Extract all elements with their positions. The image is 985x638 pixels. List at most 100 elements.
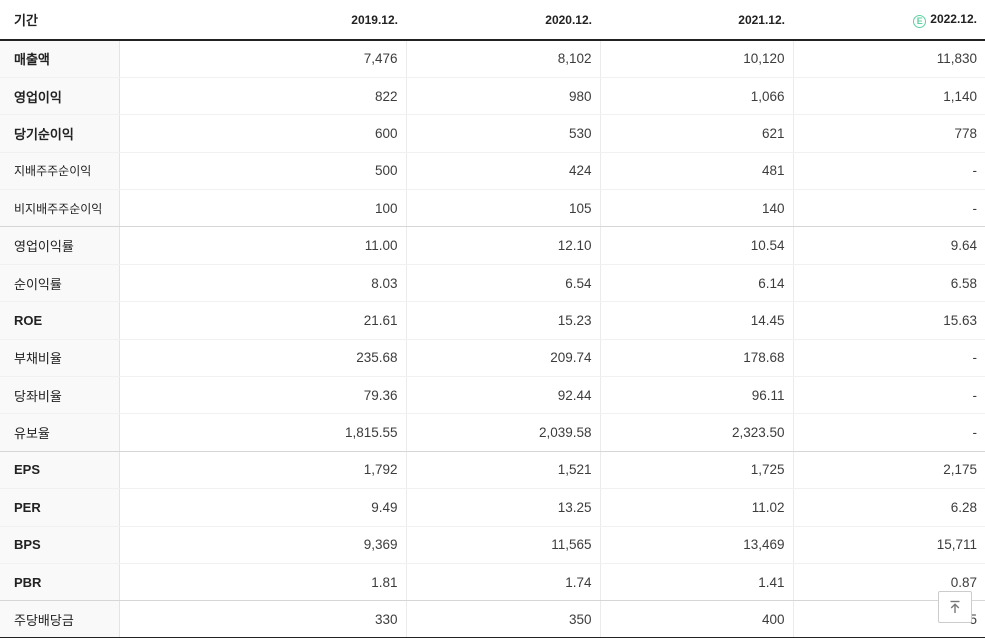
- cell-value: 330: [119, 600, 407, 638]
- row-label: ROE: [0, 301, 120, 340]
- cell-value: 15.23: [406, 301, 601, 340]
- row-label: 영업이익: [0, 77, 120, 116]
- cell-value: 2,039.58: [406, 413, 601, 452]
- table-row: 당좌비율 79.36 92.44 96.11-: [0, 376, 985, 415]
- cell-value: 1.74: [406, 563, 601, 602]
- col-header-2021-12: 2021.12.: [600, 0, 793, 41]
- cell-value: -: [793, 189, 985, 228]
- row-label: EPS: [0, 451, 120, 490]
- cell-value: 11,830: [793, 40, 985, 78]
- cell-value: 140: [600, 189, 794, 228]
- cell-value: 9.49: [119, 488, 407, 527]
- col-header-2019-12: 2019.12.: [119, 0, 406, 41]
- cell-value: 92.44: [406, 376, 601, 415]
- row-label: PBR: [0, 563, 120, 602]
- cell-value: 13.25: [406, 488, 601, 527]
- cell-value: 424: [406, 152, 601, 191]
- cell-value: 10.54: [600, 226, 794, 265]
- row-label: 당기순이익: [0, 114, 120, 153]
- cell-value: 1,521: [406, 451, 601, 490]
- cell-value: 600: [119, 114, 407, 153]
- cell-value: 13,469: [600, 526, 794, 564]
- table-row: 당기순이익 600 530 621 778: [0, 114, 985, 153]
- cell-value: 350: [406, 600, 601, 638]
- cell-value: -: [793, 376, 985, 415]
- cell-value: 621: [600, 114, 794, 153]
- table-row: 순이익률 8.03 6.54 6.14 6.58: [0, 264, 985, 303]
- cell-value: 15,711: [793, 526, 985, 564]
- table-row: 매출액 7,476 8,102 10,120 11,830: [0, 40, 985, 78]
- cell-value: 1,815.55: [119, 413, 407, 452]
- cell-value: 8,102: [406, 40, 601, 78]
- col-header-2022-12-label: 2022.12.: [930, 11, 977, 26]
- col-header-period: 기간: [0, 0, 119, 41]
- cell-value: 8.03: [119, 264, 407, 303]
- table-row: PER 9.49 13.25 11.02 6.28: [0, 488, 985, 527]
- table-row: 지배주주순이익 500 424 481-: [0, 152, 985, 191]
- cell-value: 12.10: [406, 226, 601, 265]
- cell-value: 9.64: [793, 226, 985, 265]
- table-row: BPS 9,369 11,565 13,469 15,711: [0, 526, 985, 564]
- cell-value: 400: [600, 600, 794, 638]
- table-row: 주당배당금 330 350 400 5: [0, 600, 985, 638]
- table-row: 유보율 1,815.55 2,039.58 2,323.50-: [0, 413, 985, 452]
- cell-value: -: [793, 152, 985, 191]
- cell-value: -: [793, 339, 985, 378]
- row-label: BPS: [0, 526, 120, 564]
- cell-value: 2,323.50: [600, 413, 794, 452]
- cell-value: 481: [600, 152, 794, 191]
- row-label: PER: [0, 488, 120, 527]
- arrow-up-to-top-icon: [947, 599, 963, 615]
- scroll-to-top-button[interactable]: [938, 591, 972, 623]
- cell-value: 11.02: [600, 488, 794, 527]
- cell-value: 778: [793, 114, 985, 153]
- cell-value: 11.00: [119, 226, 407, 265]
- table-row: PBR 1.81 1.74 1.41 0.87: [0, 563, 985, 602]
- row-label: 영업이익률: [0, 226, 120, 265]
- row-label: 당좌비율: [0, 376, 120, 415]
- cell-value: 21.61: [119, 301, 407, 340]
- cell-value: 6.28: [793, 488, 985, 527]
- cell-value: 980: [406, 77, 601, 116]
- table-row: EPS 1,792 1,521 1,725 2,175: [0, 451, 985, 490]
- cell-value: -: [793, 413, 985, 452]
- cell-value: 15.63: [793, 301, 985, 340]
- table-row: 부채비율 235.68 209.74 178.68-: [0, 339, 985, 378]
- row-label: 유보율: [0, 413, 120, 452]
- cell-value: 9,369: [119, 526, 407, 564]
- table-row: 영업이익률 11.00 12.10 10.54 9.64: [0, 226, 985, 265]
- cell-value: 14.45: [600, 301, 794, 340]
- cell-value: 1,725: [600, 451, 794, 490]
- cell-value: 209.74: [406, 339, 601, 378]
- estimate-icon: E: [913, 14, 927, 28]
- cell-value: 10,120: [600, 40, 794, 78]
- row-label: 매출액: [0, 40, 120, 78]
- col-header-2020-12: 2020.12.: [406, 0, 600, 41]
- row-label: 주당배당금: [0, 600, 120, 638]
- cell-value: 105: [406, 189, 601, 228]
- cell-value: 235.68: [119, 339, 407, 378]
- cell-value: 7,476: [119, 40, 407, 78]
- row-label: 부채비율: [0, 339, 120, 378]
- row-label: 순이익률: [0, 264, 120, 303]
- cell-value: 1,792: [119, 451, 407, 490]
- cell-value: 6.58: [793, 264, 985, 303]
- cell-value: 1.41: [600, 563, 794, 602]
- cell-value: 96.11: [600, 376, 794, 415]
- cell-value: 6.54: [406, 264, 601, 303]
- cell-value: 6.14: [600, 264, 794, 303]
- cell-value: 100: [119, 189, 407, 228]
- cell-value: 500: [119, 152, 407, 191]
- cell-value: 2,175: [793, 451, 985, 490]
- cell-value: 1,140: [793, 77, 985, 116]
- cell-value: 178.68: [600, 339, 794, 378]
- cell-value: 11,565: [406, 526, 601, 564]
- cell-value: 1.81: [119, 563, 407, 602]
- cell-value: 530: [406, 114, 601, 153]
- row-label: 지배주주순이익: [0, 152, 120, 191]
- row-label: 비지배주주순이익: [0, 189, 120, 228]
- table-row: 영업이익 822 980 1,066 1,140: [0, 77, 985, 116]
- col-header-2022-12: E 2022.12.: [793, 0, 985, 41]
- cell-value: 79.36: [119, 376, 407, 415]
